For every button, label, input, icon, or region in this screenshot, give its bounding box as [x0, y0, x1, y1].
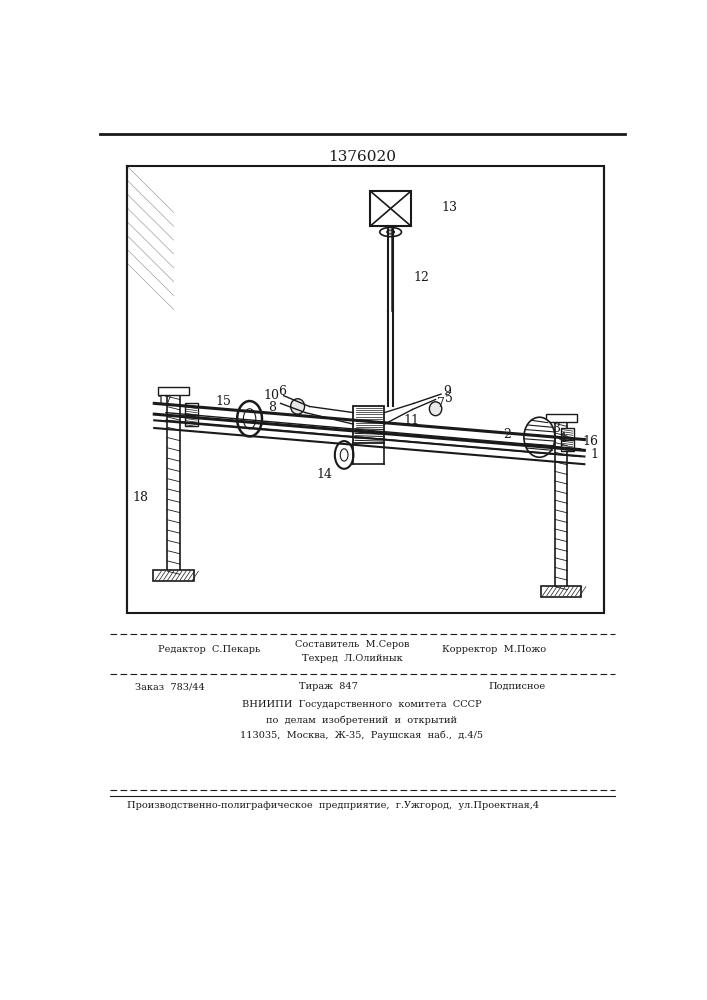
Bar: [370, 191, 411, 226]
Text: Составитель  М.Серов: Составитель М.Серов: [295, 640, 409, 649]
Ellipse shape: [243, 409, 256, 429]
Text: Техред  Л.Олийнык: Техред Л.Олийнык: [301, 654, 402, 663]
Text: 7: 7: [437, 397, 445, 410]
Text: Заказ  783/44: Заказ 783/44: [135, 682, 204, 691]
Text: 2: 2: [503, 428, 511, 441]
Bar: [168, 393, 180, 574]
Text: ВНИИПИ  Государственного  комитета  СССР: ВНИИПИ Государственного комитета СССР: [242, 700, 481, 709]
Text: Редактор  С.Пекарь: Редактор С.Пекарь: [158, 645, 260, 654]
Text: 113035,  Москва,  Ж-35,  Раушская  наб.,  д.4/5: 113035, Москва, Ж-35, Раушская наб., д.4…: [240, 731, 484, 740]
Text: 18: 18: [133, 491, 149, 504]
Text: 17: 17: [156, 395, 172, 408]
Text: 5: 5: [445, 392, 452, 405]
Ellipse shape: [387, 230, 395, 234]
Bar: [561, 428, 573, 440]
Bar: [561, 440, 573, 451]
Text: Подписное: Подписное: [489, 682, 546, 691]
Ellipse shape: [237, 401, 262, 436]
Text: Корректор  М.Пожо: Корректор М.Пожо: [441, 645, 546, 654]
Bar: [546, 414, 577, 422]
Text: 6: 6: [278, 385, 286, 398]
Ellipse shape: [335, 441, 354, 469]
Text: 11: 11: [404, 414, 420, 427]
Text: 3: 3: [554, 422, 561, 434]
Bar: [354, 406, 385, 443]
Text: 12: 12: [414, 271, 430, 284]
Text: 16: 16: [583, 435, 599, 448]
Text: по  делам  изобретений  и  открытий: по делам изобретений и открытий: [267, 715, 457, 725]
Text: 4: 4: [559, 432, 567, 445]
Text: 13: 13: [441, 201, 457, 214]
Text: 10: 10: [263, 389, 279, 402]
Text: Тираж  847: Тираж 847: [299, 682, 358, 691]
Ellipse shape: [524, 417, 555, 457]
Bar: [158, 387, 189, 395]
Ellipse shape: [429, 402, 442, 416]
Ellipse shape: [291, 399, 305, 414]
Bar: [185, 415, 198, 426]
Text: 9: 9: [443, 385, 451, 398]
Text: Производственно-полиграфическое  предприятие,  г.Ужгород,  ул.Проектная,4: Производственно-полиграфическое предприя…: [127, 801, 539, 810]
Text: 15: 15: [216, 395, 232, 408]
Text: 14: 14: [317, 468, 332, 481]
Bar: [555, 420, 567, 590]
Text: 1: 1: [590, 448, 599, 461]
Text: 1376020: 1376020: [328, 150, 396, 164]
Ellipse shape: [380, 227, 402, 237]
Bar: [185, 403, 198, 415]
Bar: [541, 586, 581, 597]
Bar: [153, 570, 194, 581]
Ellipse shape: [340, 449, 348, 461]
Text: 8: 8: [268, 401, 276, 414]
